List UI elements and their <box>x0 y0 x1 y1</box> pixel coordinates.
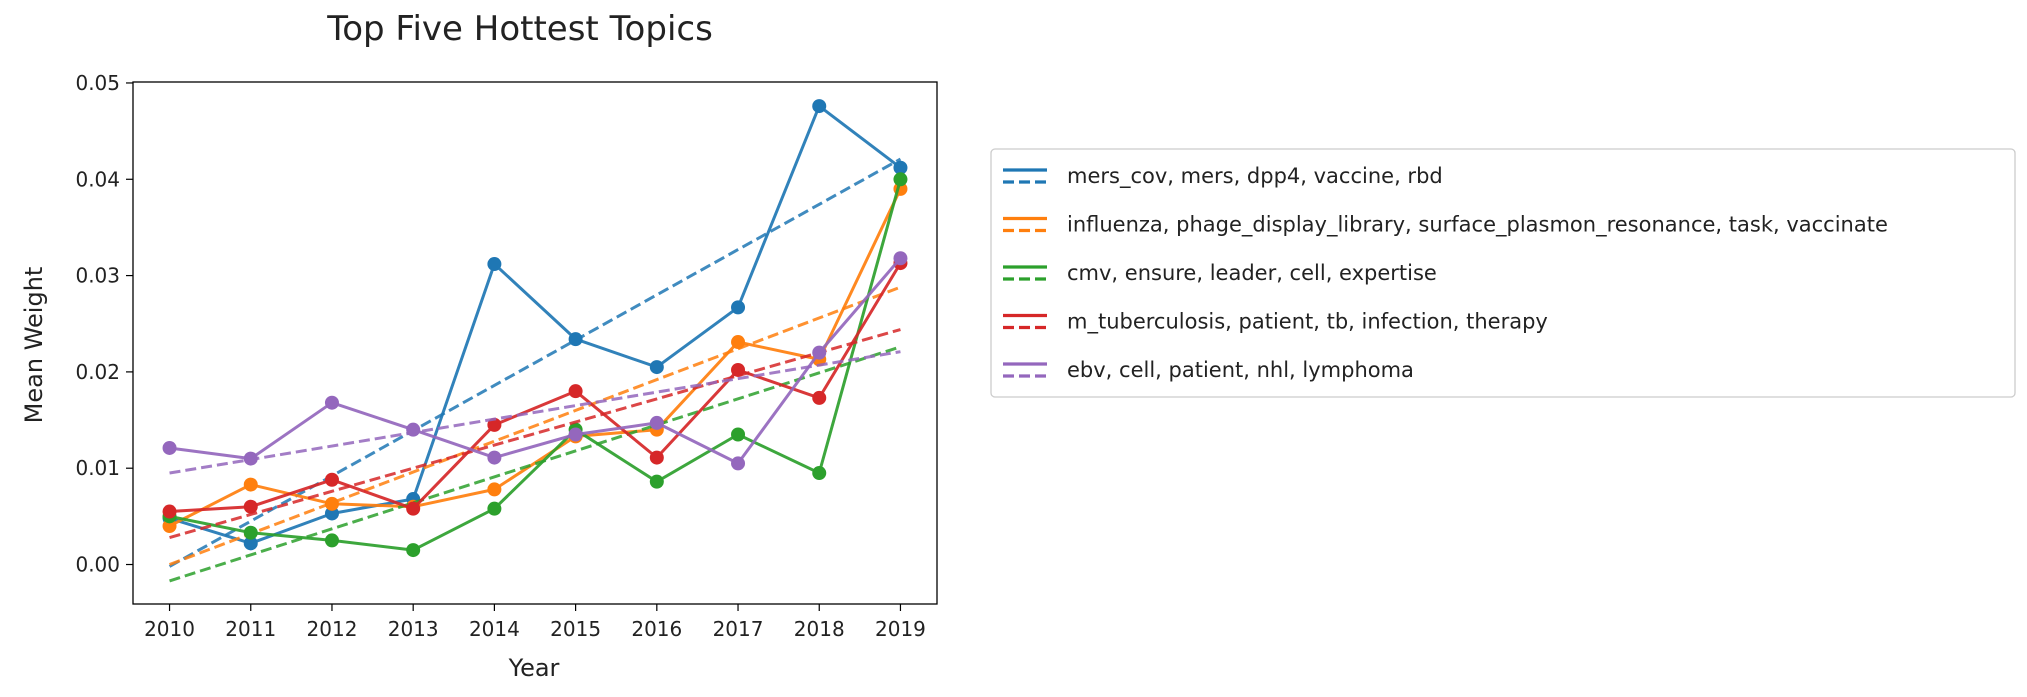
x-tick-label: 2010 <box>144 617 195 641</box>
x-tick-label: 2014 <box>469 617 520 641</box>
data-point <box>324 506 339 521</box>
data-point <box>406 543 421 558</box>
y-tick-label: 0.05 <box>75 71 120 95</box>
legend: mers_cov, mers, dpp4, vaccine, rbd influe… <box>990 148 2016 398</box>
data-point <box>649 450 664 465</box>
data-point <box>243 477 258 492</box>
x-tick-label: 2016 <box>631 617 682 641</box>
data-point <box>243 525 258 540</box>
series-trend-line-5 <box>169 350 901 475</box>
data-point <box>487 450 502 465</box>
series-line-2 <box>168 188 902 528</box>
data-point <box>731 456 746 471</box>
legend-label: influenza, phage_display_library, surfac… <box>1067 213 1888 238</box>
plot-frame <box>132 81 938 605</box>
x-tick-label: 2018 <box>794 617 845 641</box>
legend-label: m_tuberculosis, patient, tb, infection, … <box>1067 310 1548 335</box>
data-point <box>243 536 258 551</box>
data-point <box>731 427 746 442</box>
chart-title: Top Five Hottest Topics <box>326 9 713 49</box>
x-tick-label: 2019 <box>875 617 926 641</box>
data-point <box>893 160 908 175</box>
x-tick-label: 2013 <box>388 617 439 641</box>
y-tick-label: 0.00 <box>75 553 120 577</box>
y-tick-label: 0.02 <box>75 360 120 384</box>
data-point <box>324 472 339 487</box>
data-point <box>568 384 583 399</box>
y-tick-label: 0.03 <box>75 264 120 288</box>
data-point <box>731 300 746 315</box>
series-line-1 <box>169 104 902 545</box>
y-axis-title: Mean Weight <box>20 267 48 424</box>
data-point <box>812 466 827 481</box>
data-point <box>243 499 258 514</box>
data-point <box>324 496 339 511</box>
x-tick-label: 2011 <box>225 617 276 641</box>
legend-label: ebv, cell, patient, nhl, lymphoma <box>1067 358 1414 382</box>
series-trend-line-1 <box>168 157 902 568</box>
data-point <box>243 451 258 466</box>
plot-area: 2010 2011 2012 2013 2014 2015 2016 2017 2018 2019… <box>75 71 938 641</box>
x-tick-label: 2017 <box>713 617 764 641</box>
data-point <box>568 427 583 442</box>
data-point <box>487 501 502 516</box>
data-point <box>487 482 502 497</box>
data-point <box>731 362 746 377</box>
data-point <box>162 518 177 533</box>
data-point <box>812 390 827 405</box>
series-line-3 <box>169 178 902 552</box>
legend-label: mers_cov, mers, dpp4, vaccine, rbd <box>1067 164 1443 189</box>
data-point <box>568 332 583 347</box>
data-point <box>649 415 664 430</box>
legend-label: cmv, ensure, leader, cell, expertise <box>1067 261 1437 285</box>
series-line-4 <box>169 262 902 513</box>
x-axis-title: Year <box>508 654 560 682</box>
y-tick-label: 0.04 <box>75 167 120 191</box>
data-point <box>893 172 908 187</box>
data-point <box>731 335 746 350</box>
x-tick-label: 2012 <box>307 617 358 641</box>
data-point <box>649 360 664 375</box>
data-point <box>162 504 177 519</box>
data-point <box>649 474 664 489</box>
series-line-5 <box>169 257 902 465</box>
data-point <box>487 417 502 432</box>
y-tick-label: 0.01 <box>75 456 120 480</box>
data-point <box>893 251 908 266</box>
series-trend-line-2 <box>169 285 901 566</box>
data-point <box>812 345 827 360</box>
legend-box <box>990 148 2016 398</box>
data-point <box>324 395 339 410</box>
data-point <box>324 533 339 548</box>
data-point <box>406 422 421 437</box>
series-trend-line-4 <box>169 328 901 539</box>
data-point <box>487 257 502 272</box>
data-point <box>812 99 827 114</box>
data-point <box>162 440 177 455</box>
x-tick-label: 2015 <box>550 617 601 641</box>
data-point <box>406 501 421 516</box>
